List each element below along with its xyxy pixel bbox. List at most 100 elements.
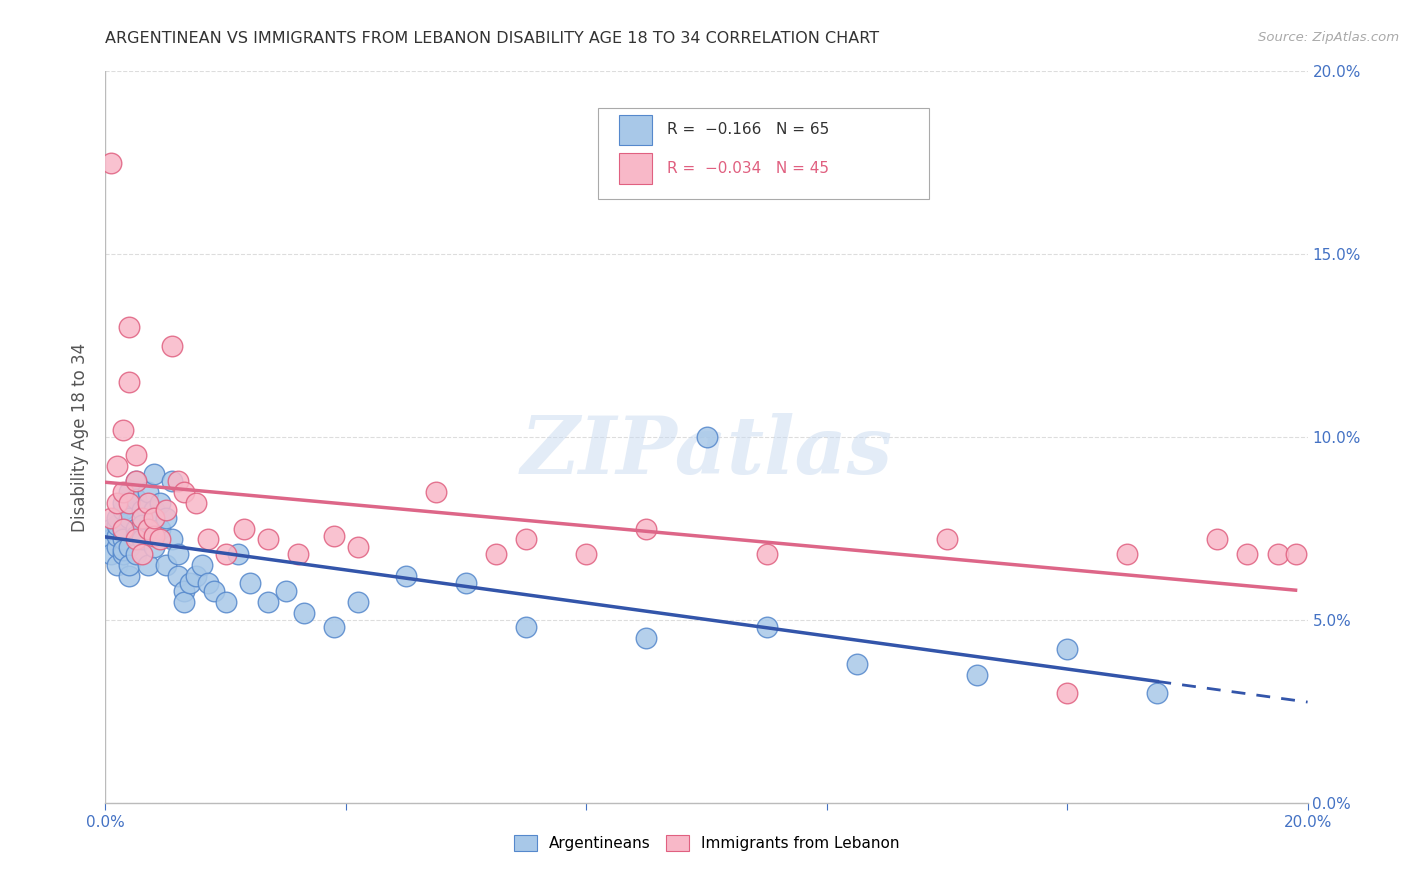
Point: [454, 576, 477, 591]
Y-axis label: Disability Age 18 to 34: Disability Age 18 to 34: [72, 343, 90, 532]
Point: [148, 496, 170, 510]
Point: [1056, 686, 1078, 700]
Point: [515, 533, 537, 547]
Point: [214, 594, 236, 608]
Point: [124, 533, 146, 547]
Legend: Argentineans, Immigrants from Lebanon: Argentineans, Immigrants from Lebanon: [508, 830, 905, 857]
Text: ZIPatlas: ZIPatlas: [520, 413, 893, 491]
Point: [166, 547, 188, 561]
Point: [395, 569, 418, 583]
Point: [173, 485, 195, 500]
Point: [107, 517, 129, 532]
Point: [1267, 547, 1289, 561]
Point: [155, 503, 177, 517]
Point: [636, 521, 658, 535]
Point: [118, 376, 141, 390]
Point: [107, 540, 129, 554]
Point: [112, 503, 135, 517]
FancyBboxPatch shape: [619, 114, 652, 145]
Text: R =  −0.034   N = 45: R = −0.034 N = 45: [666, 161, 830, 176]
Point: [131, 533, 153, 547]
Point: [100, 510, 122, 524]
Point: [184, 496, 207, 510]
Point: [966, 667, 988, 681]
Point: [124, 547, 146, 561]
Point: [1056, 642, 1078, 657]
Point: [160, 474, 183, 488]
Point: [118, 485, 141, 500]
Point: [131, 547, 153, 561]
Point: [124, 492, 146, 507]
Point: [148, 533, 170, 547]
Point: [155, 558, 177, 573]
Point: [347, 594, 370, 608]
Point: [197, 576, 219, 591]
Point: [485, 547, 508, 561]
Point: [232, 521, 254, 535]
Point: [425, 485, 447, 500]
Point: [202, 583, 225, 598]
Point: [239, 576, 262, 591]
Point: [112, 547, 135, 561]
Point: [118, 510, 141, 524]
Point: [107, 496, 129, 510]
Point: [136, 496, 159, 510]
FancyBboxPatch shape: [619, 153, 652, 184]
Point: [131, 503, 153, 517]
Point: [118, 496, 141, 510]
Point: [1206, 533, 1229, 547]
Point: [142, 540, 165, 554]
Point: [118, 540, 141, 554]
Point: [190, 558, 212, 573]
Point: [287, 547, 309, 561]
Point: [107, 529, 129, 543]
Point: [107, 510, 129, 524]
Point: [107, 558, 129, 573]
Point: [845, 657, 868, 671]
Point: [100, 521, 122, 535]
Point: [142, 529, 165, 543]
Point: [322, 620, 344, 634]
Point: [292, 606, 315, 620]
Point: [112, 496, 135, 510]
Point: [136, 558, 159, 573]
Point: [131, 510, 153, 524]
Point: [118, 320, 141, 334]
Point: [1116, 547, 1139, 561]
Point: [274, 583, 297, 598]
Point: [347, 540, 370, 554]
Point: [100, 547, 122, 561]
Point: [575, 547, 598, 561]
Point: [124, 474, 146, 488]
Point: [155, 510, 177, 524]
Point: [636, 632, 658, 646]
Point: [179, 576, 201, 591]
Point: [124, 521, 146, 535]
Point: [112, 533, 135, 547]
Point: [214, 547, 236, 561]
Point: [173, 583, 195, 598]
Point: [112, 543, 135, 558]
Point: [148, 521, 170, 535]
FancyBboxPatch shape: [599, 108, 929, 200]
Point: [197, 533, 219, 547]
Point: [142, 503, 165, 517]
Point: [136, 485, 159, 500]
Point: [1236, 547, 1258, 561]
Point: [322, 529, 344, 543]
Text: ARGENTINEAN VS IMMIGRANTS FROM LEBANON DISABILITY AGE 18 TO 34 CORRELATION CHART: ARGENTINEAN VS IMMIGRANTS FROM LEBANON D…: [105, 31, 880, 46]
Point: [118, 569, 141, 583]
Point: [112, 521, 135, 535]
Text: R =  −0.166   N = 65: R = −0.166 N = 65: [666, 122, 830, 137]
Point: [515, 620, 537, 634]
Point: [131, 517, 153, 532]
Point: [124, 449, 146, 463]
Point: [124, 474, 146, 488]
Point: [755, 620, 778, 634]
Point: [1146, 686, 1168, 700]
Point: [173, 594, 195, 608]
Point: [755, 547, 778, 561]
Point: [100, 156, 122, 170]
Point: [124, 529, 146, 543]
Point: [136, 521, 159, 535]
